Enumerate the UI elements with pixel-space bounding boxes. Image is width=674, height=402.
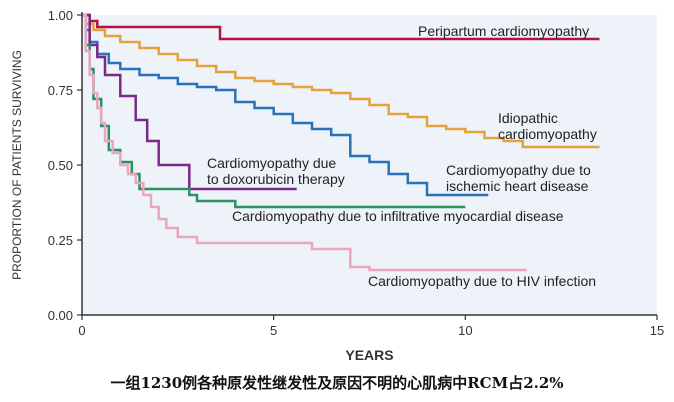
- y-tick-label: 0.75: [48, 83, 73, 98]
- x-tick-label: 10: [458, 323, 472, 338]
- series-line-4: [82, 13, 297, 191]
- figure-caption: 一组1230例各种原发性继发性及原因不明的心肌病中RCM占2.2%: [110, 374, 564, 392]
- x-axis-label: YEARS: [345, 347, 393, 363]
- series-label-3: Cardiomyopathy due to: [446, 162, 591, 178]
- y-tick-label: 0.00: [48, 308, 73, 323]
- survival-chart: 0.00 0.25 0.50 0.75 1.00 0 5 10 15 Peripartum ca…: [10, 8, 665, 363]
- axis-layer: 0.00 0.25 0.50 0.75 1.00 0 5 10 15: [48, 8, 665, 338]
- series-line-6: [82, 13, 527, 272]
- x-tick-label: 5: [270, 323, 277, 338]
- x-tick-label: 15: [650, 323, 664, 338]
- y-axis-label: PROPORTION OF PATIENTS SURVIVING: [10, 50, 24, 280]
- y-tick-label: 0.50: [48, 158, 73, 173]
- chart-svg: 0.00 0.25 0.50 0.75 1.00 0 5 10 15 Peripartum ca…: [10, 8, 665, 363]
- x-tick-label: 0: [78, 323, 85, 338]
- y-tick-label: 0.25: [48, 233, 73, 248]
- series-layer: [82, 13, 600, 272]
- series-label-1: Peripartum cardiomyopathy: [418, 23, 589, 39]
- series-label-4: Cardiomyopathy due: [207, 155, 336, 171]
- series-label-2: Idiopathic: [498, 110, 558, 126]
- series-label-4: to doxorubicin therapy: [207, 171, 345, 187]
- series-label-3: ischemic heart disease: [446, 178, 589, 194]
- series-label-layer: Peripartum cardiomyopathy Idiopathiccardi…: [207, 23, 597, 289]
- series-label-6: Cardiomyopathy due to HIV infection: [368, 273, 596, 289]
- series-label-2: cardiomyopathy: [498, 126, 597, 142]
- y-tick-label: 1.00: [48, 8, 73, 23]
- series-line-2: [82, 13, 600, 149]
- series-label-5: Cardiomyopathy due to infiltrative myoca…: [232, 208, 564, 224]
- series-line-3: [82, 13, 489, 197]
